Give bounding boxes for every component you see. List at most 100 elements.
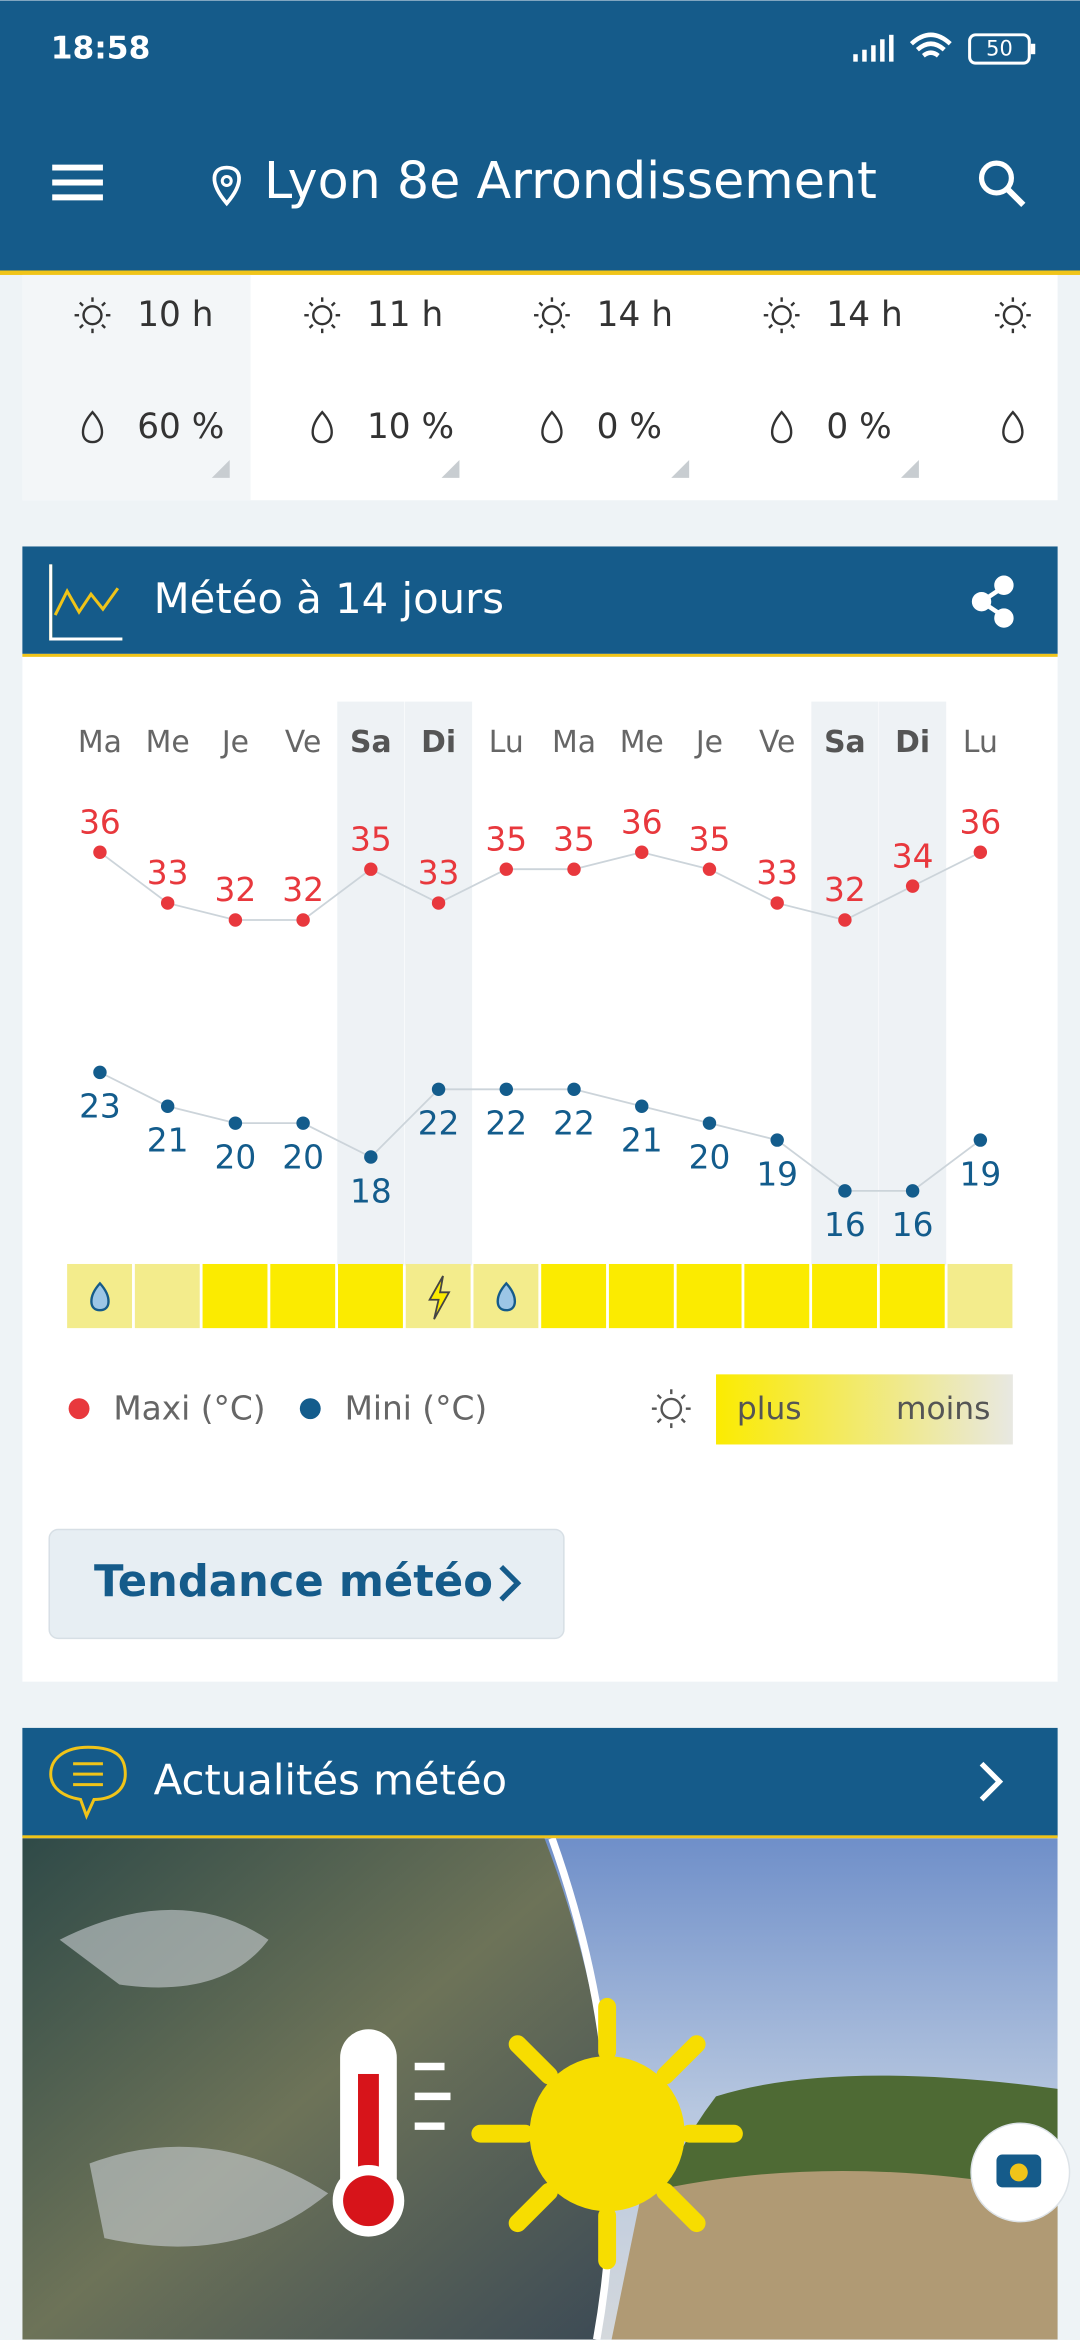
day-label: Ma	[78, 725, 122, 760]
news-title[interactable]: Actualités météo	[154, 1756, 507, 1805]
hour-label: 14 h	[597, 295, 673, 335]
temp-point	[702, 1116, 717, 1130]
sun-ray	[538, 301, 544, 307]
sunshine-cell	[338, 1263, 403, 1329]
temp-label: 21	[621, 1122, 663, 1160]
temp-label: 19	[959, 1155, 1001, 1193]
legend-label: Maxi (°C)	[113, 1390, 265, 1428]
temp-label: 16	[824, 1206, 866, 1244]
news-chevron	[979, 1761, 1004, 1802]
trend-button[interactable]	[48, 1528, 565, 1640]
legend-swatch	[299, 1398, 321, 1420]
battery-tip	[1030, 43, 1036, 55]
sun-icon	[771, 305, 792, 326]
forecast-title: Météo à 14 jours	[154, 574, 504, 623]
sun-ray	[680, 1394, 686, 1400]
sun-ray	[560, 301, 566, 307]
day-label: Je	[220, 725, 249, 760]
sunshine-cell	[812, 1263, 877, 1329]
status-time: 18:58	[51, 31, 151, 67]
news-accent	[22, 1835, 1058, 1839]
hourly-selected	[22, 274, 251, 501]
weekend-band	[405, 701, 473, 1266]
temp-point	[296, 1116, 310, 1130]
temp-label: 35	[689, 820, 731, 858]
temp-label: 23	[79, 1088, 121, 1126]
temp-point	[228, 1116, 243, 1130]
news-header[interactable]	[22, 1727, 1058, 1837]
sun-ray	[999, 301, 1005, 307]
sunshine-cell	[879, 1263, 945, 1329]
day-label: Me	[620, 725, 664, 760]
temp-label: 16	[892, 1206, 934, 1244]
sunshine-cell	[744, 1263, 810, 1329]
temp-point	[160, 1099, 175, 1113]
weekend-band	[879, 701, 947, 1266]
sun-icon	[660, 1397, 683, 1420]
sun-ray	[308, 323, 314, 329]
rain-label: 0 %	[826, 407, 891, 447]
temp-label: 32	[282, 871, 324, 909]
sun-ray	[330, 301, 336, 307]
hour-label: 14 h	[826, 295, 902, 335]
corner-mark	[441, 459, 460, 478]
weekend-band	[337, 701, 405, 1266]
sun-ray	[768, 323, 774, 329]
menu-button[interactable]	[52, 164, 103, 201]
hourly-strip[interactable]: 10 h 60 % 11 h 10 % 14 h 0 % 14 h 0 %	[74, 295, 1031, 478]
sun-ray	[101, 301, 106, 307]
signal-icon	[853, 34, 894, 62]
rain-label: 60 %	[137, 407, 224, 447]
temp-label: 22	[553, 1105, 595, 1143]
rain-label: 0 %	[597, 407, 662, 447]
sunshine-cell	[202, 1263, 268, 1329]
forecast-chart: Ma Me Je Ve Sa Di Lu Ma Me Je Ve Sa Di Lu 36 33 32 32 35 33…	[67, 701, 1013, 1329]
chart-legend: Maxi (°C) Mini (°C) plus moins	[68, 1374, 1013, 1445]
share-button[interactable]	[971, 575, 1014, 628]
forecast-accent	[22, 653, 1058, 657]
temp-label: 36	[621, 803, 663, 841]
sun-ray	[656, 1394, 662, 1400]
trend-button-label[interactable]: Tendance météo	[94, 1557, 493, 1607]
temp-point	[364, 1150, 378, 1164]
temp-point	[431, 1082, 446, 1097]
temp-label: 33	[756, 854, 798, 892]
day-label: Ve	[285, 725, 321, 760]
sunshine-cell	[676, 1263, 742, 1329]
day-label: Ve	[759, 725, 795, 760]
day-label: Di	[421, 725, 456, 760]
sunshine-scale	[716, 1374, 1013, 1445]
location-pin	[212, 165, 241, 207]
scale-high: plus	[737, 1391, 802, 1427]
temp-point	[838, 1184, 852, 1198]
sunshine-cell	[270, 1263, 336, 1329]
legend-swatch	[68, 1398, 90, 1420]
day-label: Sa	[824, 725, 866, 760]
weekend-band	[811, 701, 879, 1266]
temp-point	[567, 1082, 581, 1097]
temp-label: 22	[485, 1105, 527, 1143]
lightning-icon	[428, 1275, 451, 1320]
scale-low: moins	[896, 1391, 991, 1427]
search-button[interactable]	[978, 160, 1026, 207]
day-label: Lu	[489, 725, 524, 760]
temp-label: 34	[892, 837, 934, 875]
news-image[interactable]	[22, 1838, 1058, 2340]
temp-label: 20	[282, 1138, 324, 1176]
battery-level: 50	[986, 37, 1013, 61]
temp-point	[905, 879, 920, 893]
sun-ray	[308, 301, 314, 307]
temp-label: 35	[485, 820, 527, 858]
drop-icon	[90, 1281, 110, 1312]
sun-ray	[790, 323, 796, 329]
temp-label: 22	[418, 1105, 460, 1143]
temp-line	[99, 851, 981, 921]
location-title[interactable]: Lyon 8e Arrondissement	[264, 151, 877, 210]
day-label: Di	[895, 725, 930, 760]
hour-label: 11 h	[367, 295, 443, 335]
news-icon	[49, 1745, 127, 1820]
temp-point	[296, 913, 310, 927]
day-label: Lu	[963, 725, 998, 760]
drop-icon	[496, 1281, 517, 1312]
